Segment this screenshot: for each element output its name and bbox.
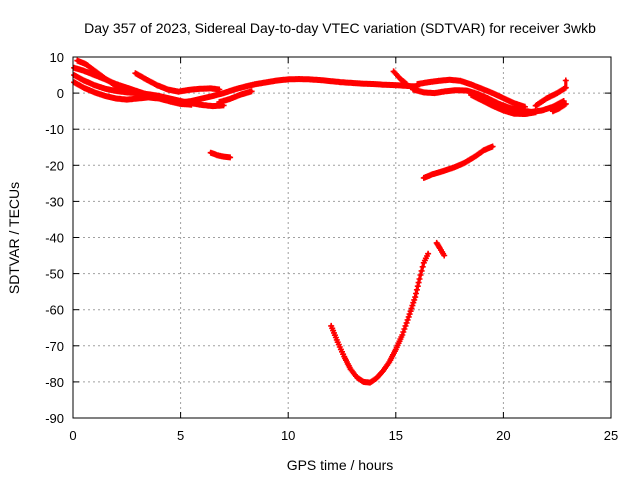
y-tick-label: -70 xyxy=(45,339,64,354)
x-tick-label: 10 xyxy=(281,428,295,443)
series-track-9 xyxy=(468,91,539,117)
axis-ticks: 0 5 10 15 20 25 -90 -80 -70 -60 -50 -40 -30 -20 -10 0 10 xyxy=(45,50,618,443)
series-track-15 xyxy=(433,239,448,259)
x-tick-label: 25 xyxy=(604,428,618,443)
x-tick-label: 5 xyxy=(177,428,184,443)
series-track-12 xyxy=(390,68,410,88)
chart-title: Day 357 of 2023, Sidereal Day-to-day VTE… xyxy=(84,20,596,36)
y-tick-label: -40 xyxy=(45,231,64,246)
y-tick-label: -10 xyxy=(45,122,64,137)
y-tick-label: -60 xyxy=(45,303,64,318)
y-tick-label: -90 xyxy=(45,411,64,426)
series-track-4 xyxy=(74,57,126,94)
x-tick-label: 20 xyxy=(496,428,510,443)
series-track-10 xyxy=(532,77,569,109)
data-marks xyxy=(132,70,223,95)
x-tick-label: 15 xyxy=(389,428,403,443)
data-marks xyxy=(549,100,569,115)
series-track-11 xyxy=(549,100,569,115)
series-track-16 xyxy=(328,250,432,386)
x-axis-label: GPS time / hours xyxy=(287,457,394,473)
grid-lines xyxy=(73,57,611,418)
y-tick-label: 0 xyxy=(57,86,64,101)
y-tick-label: 10 xyxy=(50,50,64,65)
y-tick-label: -30 xyxy=(45,194,64,209)
data-marks xyxy=(414,76,528,110)
data-marks xyxy=(328,250,432,386)
data-marks xyxy=(74,57,126,94)
series-track-8 xyxy=(410,86,567,115)
data-marks xyxy=(433,239,448,259)
series-track-13 xyxy=(207,149,234,161)
x-tick-label: 0 xyxy=(69,428,76,443)
series-track-7 xyxy=(414,76,528,110)
data-marks xyxy=(390,68,410,88)
data-marks xyxy=(207,149,234,161)
data-marks xyxy=(420,143,496,181)
series-track-6 xyxy=(216,88,255,106)
data-points xyxy=(71,57,569,386)
series-track-3 xyxy=(71,79,195,108)
series-track-5 xyxy=(132,70,223,95)
y-tick-label: -20 xyxy=(45,158,64,173)
data-marks xyxy=(216,88,255,106)
y-axis-label: SDTVAR / TECUs xyxy=(6,182,22,294)
data-marks xyxy=(71,79,195,108)
series-track-14 xyxy=(420,143,496,181)
data-marks xyxy=(532,77,569,109)
y-tick-label: -80 xyxy=(45,375,64,390)
data-marks xyxy=(468,91,539,117)
y-tick-label: -50 xyxy=(45,267,64,282)
